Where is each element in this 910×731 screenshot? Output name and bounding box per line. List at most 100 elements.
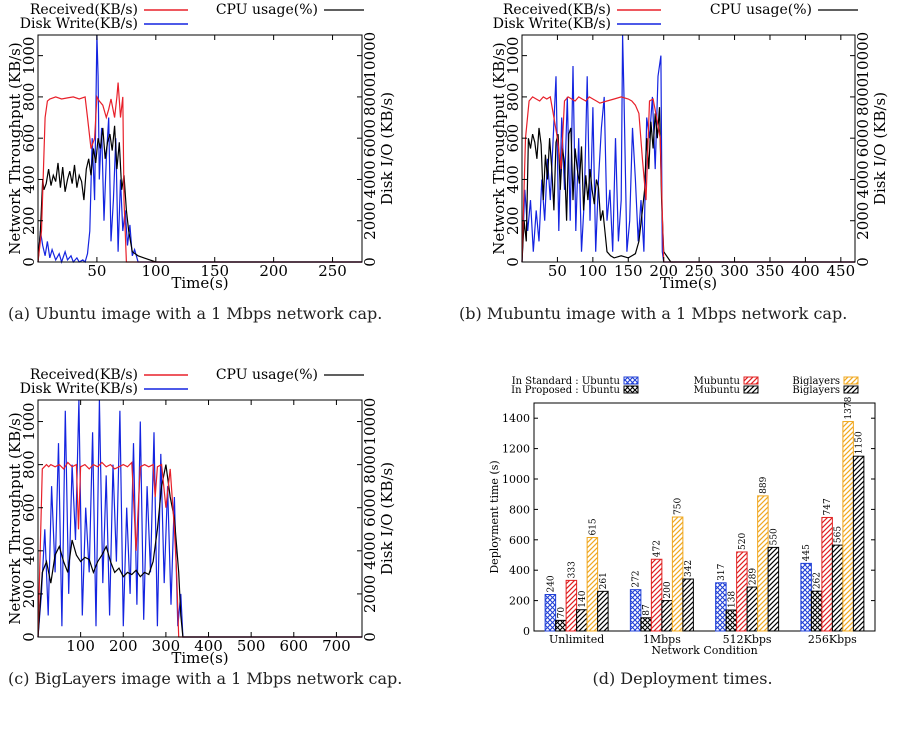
- x-tick-label: 500: [237, 637, 266, 655]
- y2-axis-label: Disk I/O (KB/s): [378, 92, 396, 205]
- bar-value-label: 1150: [855, 431, 865, 454]
- y-tick-label: 800: [509, 503, 530, 516]
- x-tick-label: 100: [141, 262, 170, 280]
- caption-c: (c) BigLayers image with a 1 Mbps networ…: [8, 669, 403, 688]
- legend-swatch: [843, 385, 859, 394]
- bar-value-label: 342: [684, 560, 694, 577]
- y-tick-label: 1000: [20, 37, 38, 75]
- x-tick-label: 300: [152, 637, 181, 655]
- legend-swatch: [843, 376, 859, 385]
- y-tick-label: 400: [509, 564, 530, 577]
- x-tick-label: 150: [200, 262, 229, 280]
- bar-value-label: 750: [674, 498, 684, 515]
- bar-value-label: 140: [578, 590, 588, 607]
- x-tick-label: 50: [548, 262, 567, 280]
- x-tick-label: 150: [614, 262, 643, 280]
- bar-value-label: 889: [759, 476, 769, 493]
- y-tick-label: 0: [20, 632, 38, 642]
- bar: [555, 619, 567, 632]
- legend-label: Biglayers: [792, 385, 840, 396]
- plot-frame: [533, 402, 876, 632]
- bar-value-label: 70: [557, 607, 567, 619]
- x-tick-label: 250: [685, 262, 714, 280]
- x-tick-label: 400: [791, 262, 820, 280]
- y2-axis-label: Disk I/O (KB/s): [378, 462, 396, 575]
- bar-value-label: 87: [642, 604, 652, 616]
- y-tick-label: 600: [504, 124, 522, 153]
- y-tick-label: 600: [20, 493, 38, 522]
- y-tick-label: 200: [20, 206, 38, 235]
- bar-value-label: 200: [663, 581, 673, 598]
- y-axis-label: Deployment time (s): [488, 460, 501, 573]
- bar-value-label: 565: [834, 526, 844, 543]
- legend-swatch: [623, 385, 639, 394]
- series-line-disk-write: [37, 399, 362, 638]
- y-tick-label: 200: [504, 206, 522, 235]
- bar: [810, 590, 823, 632]
- x-tick-label: 450: [827, 262, 856, 280]
- y-tick-label: 0: [523, 625, 530, 638]
- x-tick-label: 100: [66, 637, 95, 655]
- y2-tick-label: 6000: [361, 489, 379, 527]
- y2-tick-label: 6000: [361, 119, 379, 157]
- legend-label: In Standard : Ubuntu: [512, 376, 621, 387]
- legend-swatch: [623, 376, 639, 385]
- y-axis-label: Network Throughput (KB/s): [6, 42, 24, 254]
- caption-d: (d) Deployment times.: [592, 669, 773, 688]
- bar-value-label: 317: [717, 563, 727, 580]
- series-line-received: [521, 95, 855, 263]
- bar-value-label: 1378: [844, 396, 854, 419]
- bar: [544, 594, 557, 632]
- bar: [715, 582, 727, 632]
- legend-label-received: Received(KB/s): [503, 2, 611, 18]
- x-tick-label: 250: [318, 262, 347, 280]
- bar: [597, 590, 609, 632]
- series-line-disk-write: [37, 34, 362, 265]
- y2-tick-label: 4000: [361, 532, 379, 570]
- y-tick-label: 400: [504, 165, 522, 194]
- bar-value-label: 615: [588, 518, 598, 535]
- x-tick-label: 200: [649, 262, 678, 280]
- bar: [831, 544, 844, 632]
- bar-value-label: 472: [653, 540, 663, 557]
- y-tick-label: 600: [509, 534, 530, 547]
- y-tick-label: 1000: [504, 37, 522, 75]
- x-tick-label: 256Kbps: [808, 633, 857, 646]
- x-tick-label: 300: [720, 262, 749, 280]
- bar-value-label: 520: [738, 533, 748, 550]
- y-axis-label: Network Throughput (KB/s): [6, 412, 24, 624]
- bar: [746, 586, 759, 632]
- y-tick-label: 800: [20, 83, 38, 112]
- y-tick-label: 400: [20, 165, 38, 194]
- y-tick-label: 200: [20, 580, 38, 609]
- y-tick-label: 1000: [502, 473, 530, 486]
- bar: [565, 579, 578, 632]
- bar: [650, 558, 663, 632]
- chart-mubuntu: 50 100 150 200 250 300 350 400 45002004006008001…: [490, 2, 889, 292]
- bar-value-label: 272: [632, 570, 642, 587]
- y-axis-label: Network Throughput (KB/s): [490, 42, 508, 254]
- y2-tick-label: 0: [361, 632, 379, 642]
- y-tick-label: 800: [504, 83, 522, 112]
- bar: [725, 609, 738, 632]
- chart-ubuntu: 50 100 150 200 25002004006008001000020004000…: [6, 2, 396, 292]
- y2-tick-label: 8000: [361, 446, 379, 484]
- caption-b: (b) Mubuntu image with a 1 Mbps network …: [459, 304, 848, 323]
- legend-label-cpu: CPU usage(%): [216, 2, 318, 18]
- bar-value-label: 240: [546, 575, 556, 592]
- bar-value-label: 747: [823, 498, 833, 515]
- bar: [671, 516, 684, 632]
- y-tick-label: 800: [20, 450, 38, 479]
- bar-value-label: 289: [748, 568, 758, 585]
- plot-frame: [37, 399, 363, 638]
- legend-swatch: [743, 385, 759, 394]
- y2-tick-label: 10000: [361, 398, 379, 446]
- x-tick-label: 512Kbps: [723, 633, 772, 646]
- legend-label-disk-write: Disk Write(KB/s): [20, 16, 138, 32]
- y2-tick-label: 2000: [854, 202, 872, 240]
- x-tick-label: 700: [322, 637, 351, 655]
- bar-value-label: 550: [769, 528, 779, 545]
- y2-tick-label: 2000: [361, 575, 379, 613]
- bar: [576, 609, 588, 632]
- x-tick-label: 50: [87, 262, 106, 280]
